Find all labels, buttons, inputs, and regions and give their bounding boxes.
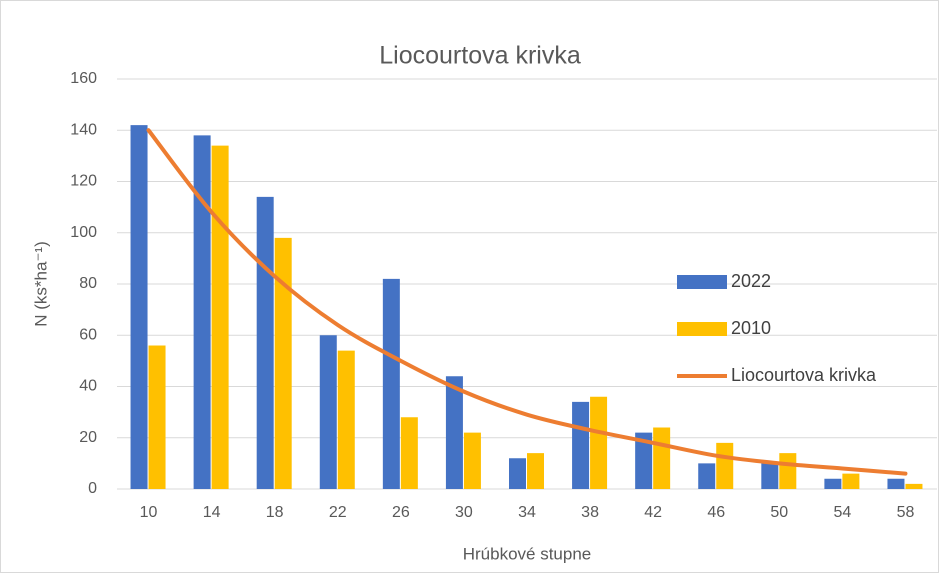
y-tick-label: 20 [79,429,97,446]
legend-swatch [677,275,727,289]
legend-swatch [677,322,727,336]
bar [400,417,418,489]
bar [337,350,355,489]
bar [509,458,526,489]
x-tick-label: 46 [707,504,725,521]
bar [382,278,400,489]
y-tick-label: 0 [88,480,97,497]
line [146,128,908,476]
x-tick-label: 18 [266,504,284,521]
x-tick-label: 34 [518,504,536,521]
bar [256,196,274,489]
bar [842,473,860,489]
bar [319,335,337,489]
bar [653,427,671,489]
y-tick-label: 60 [79,326,97,343]
bar [148,345,166,489]
x-tick-label: 42 [644,504,662,521]
y-tick-label: 120 [70,173,97,190]
legend-label: 2010 [731,318,771,338]
bar [463,432,481,489]
y-tick-label: 140 [70,121,97,138]
bar [761,463,779,489]
bar [590,396,608,489]
y-axis-label: N (ks*ha⁻¹) [31,241,50,326]
y-tick-label: 160 [70,70,97,87]
bar [824,478,842,489]
bar [130,125,148,489]
bar [635,432,653,489]
y-tick-label: 80 [79,275,97,292]
x-tick-label: 54 [833,504,851,521]
bar [698,463,716,489]
legend-label: Liocourtova krivka [731,365,877,385]
bar [274,237,292,489]
y-tick-label: 100 [70,224,97,241]
bar [193,135,211,489]
y-tick-label: 40 [79,378,97,395]
chart-title: Liocourtova krivka [379,42,581,70]
bar [905,483,923,489]
x-tick-label: 58 [897,504,915,521]
x-tick-label: 50 [770,504,788,521]
x-axis-label: Hrúbkové stupne [463,544,592,563]
x-tick-label: 38 [581,504,599,521]
bar [716,442,734,489]
x-tick-label: 22 [329,504,347,521]
bar [445,376,463,489]
x-tick-label: 14 [203,504,221,521]
bar [527,453,544,489]
x-tick-label: 26 [392,504,410,521]
x-tick-label: 30 [455,504,473,521]
bar [779,453,797,489]
bar [211,145,229,489]
bar [572,401,590,489]
bar [887,478,905,489]
legend-label: 2022 [731,271,771,291]
x-tick-label: 10 [140,504,158,521]
